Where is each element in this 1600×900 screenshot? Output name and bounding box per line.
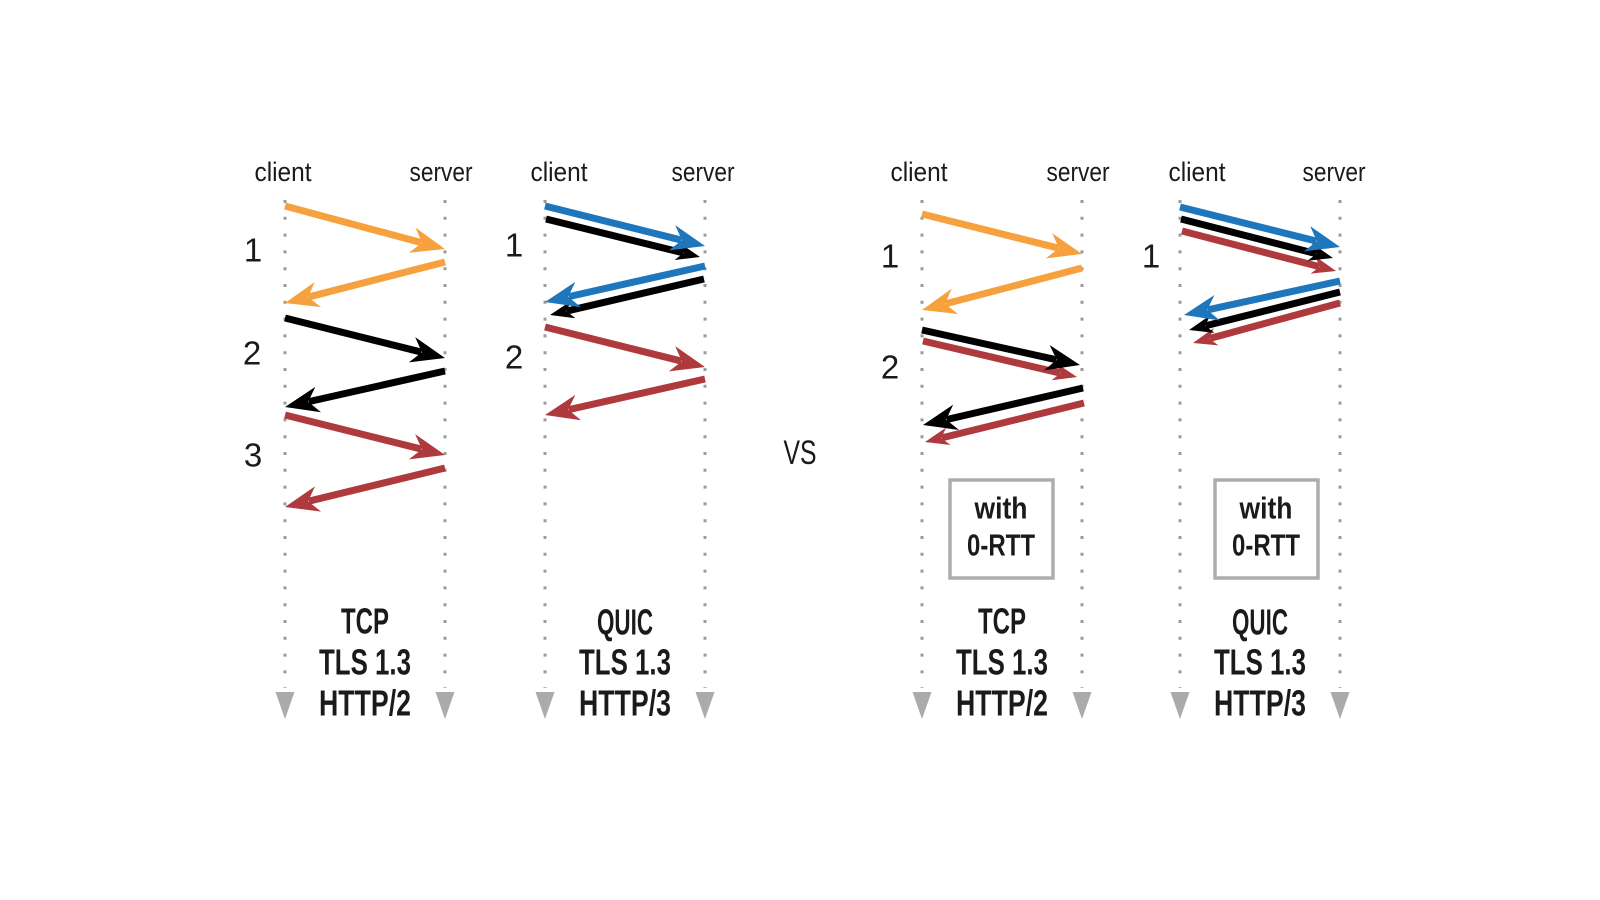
panel1-roundtrip-3: 3 <box>244 437 262 474</box>
message-arrow-http2 <box>925 399 1085 446</box>
message-arrow-quic <box>1184 277 1341 321</box>
message-arrow-tls13 <box>923 384 1084 431</box>
message-arrow-tcp <box>285 258 446 308</box>
panel1-roundtrip-2: 2 <box>243 335 261 372</box>
message-arrow-tcp <box>921 210 1082 259</box>
panel4-stack-quic: QUIC <box>1232 602 1288 643</box>
panel4-stack-http3: HTTP/3 <box>1214 683 1306 724</box>
panel3-roundtrip-1: 1 <box>881 238 899 275</box>
message-arrow-tls13 <box>284 314 445 363</box>
panel2-stack-tls13: TLS 1.3 <box>579 642 671 683</box>
panel3-stack-tls13: TLS 1.3 <box>956 642 1048 683</box>
panel1-stack-tcp: TCP <box>341 601 389 642</box>
timeline-end-arrow-icon <box>912 692 932 719</box>
message-arrow-tls13 <box>921 326 1080 371</box>
message-arrows <box>284 202 1341 512</box>
message-arrow-quic <box>1179 203 1340 252</box>
panel4-roundtrip-1: 1 <box>1142 238 1160 275</box>
panel1-stack-http2: HTTP/2 <box>319 683 411 724</box>
timeline-end-arrow-icon <box>275 692 295 719</box>
message-arrow-tcp <box>284 202 445 253</box>
panel3-zero-rtt-badge-box <box>948 478 1055 580</box>
panel2-server-label: server <box>672 157 735 187</box>
panel-tcp-tls13-http2-0rtt: client server 1 2 with 0-RTT TCP TLS 1.3… <box>881 157 1110 724</box>
panel3-stack-http2: HTTP/2 <box>956 683 1048 724</box>
message-arrow-http2 <box>285 464 446 512</box>
timeline-end-arrow-icon <box>1170 692 1190 719</box>
timeline-end-arrow-icon <box>535 692 555 719</box>
message-arrow-tls13 <box>1189 288 1341 333</box>
panel3-roundtrip-2: 2 <box>881 349 899 386</box>
panel-quic-tls13-http3-0rtt: client server 1 with 0-RTT QUIC TLS 1.3 … <box>1142 157 1366 724</box>
message-arrow-http3 <box>1193 299 1341 346</box>
panel4-server-label: server <box>1303 157 1366 187</box>
panel-quic-tls13-http3: client server 1 2 QUIC TLS 1.3 HTTP/3 <box>505 157 735 724</box>
panel-tcp-tls13-http2: client server 1 2 3 TCP TLS 1.3 HTTP/2 <box>243 157 473 724</box>
message-arrow-http2 <box>284 411 445 460</box>
panel1-roundtrip-1: 1 <box>244 232 262 269</box>
panel4-client-label: client <box>1169 157 1226 187</box>
message-arrow-tls13 <box>1180 215 1333 261</box>
panel4-badge-line2: 0-RTT <box>1232 528 1300 563</box>
message-arrow-http3 <box>544 323 705 372</box>
panel1-server-label: server <box>410 157 473 187</box>
panel3-badge-line2: 0-RTT <box>967 528 1035 563</box>
message-arrow-tcp <box>922 264 1083 314</box>
panel1-stack-tls13: TLS 1.3 <box>319 642 411 683</box>
message-arrow-http3 <box>1181 227 1336 274</box>
panel2-roundtrip-1: 1 <box>505 227 523 264</box>
timeline-end-arrow-icon <box>1072 692 1092 719</box>
timeline-end-arrow-icon <box>435 692 455 719</box>
panel4-zero-rtt-badge-box <box>1213 478 1320 580</box>
message-arrow-quic <box>544 202 705 251</box>
panel1-client-label: client <box>255 157 312 187</box>
message-arrow-quic <box>545 262 706 308</box>
timeline-end-arrow-icon <box>695 692 715 719</box>
panel3-badge-line1: with <box>974 491 1028 526</box>
timelines <box>275 200 1350 719</box>
message-arrow-http3 <box>545 375 706 421</box>
panel2-roundtrip-2: 2 <box>505 339 523 376</box>
panel3-client-label: client <box>891 157 948 187</box>
panel3-server-label: server <box>1047 157 1110 187</box>
panel4-stack-tls13: TLS 1.3 <box>1214 642 1306 683</box>
panel3-stack-tcp: TCP <box>978 601 1026 642</box>
timeline-end-arrow-icon <box>1330 692 1350 719</box>
panel2-stack-quic: QUIC <box>597 602 653 643</box>
panel4-badge-line1: with <box>1239 491 1293 526</box>
panel2-client-label: client <box>531 157 588 187</box>
vs-separator-label: VS <box>784 434 817 472</box>
panel2-stack-http3: HTTP/3 <box>579 683 671 724</box>
message-arrow-tls13 <box>285 367 446 413</box>
